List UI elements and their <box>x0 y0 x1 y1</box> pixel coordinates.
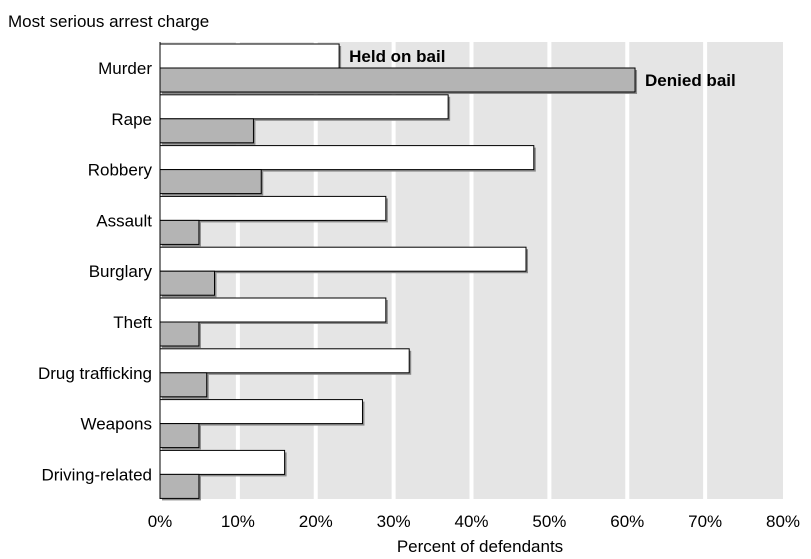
x-tick-label: 0% <box>148 512 173 531</box>
y-axis-title: Most serious arrest charge <box>8 12 209 31</box>
denied-bail-bar-5 <box>159 321 200 347</box>
x-tick-label: 70% <box>688 512 722 531</box>
held-on-bail-bar-7 <box>159 399 363 425</box>
y-axis: Murder Rape Robbery Assault Burglary Theft Dru… <box>38 42 161 499</box>
x-axis-title: Percent of defendants <box>397 537 563 556</box>
legend: Held on bail Denied bail <box>349 47 736 90</box>
x-axis: 0% 10% 20% 30% 40% 50% 60% 70% 80% <box>148 512 800 531</box>
held-on-bail-bar-5 <box>159 297 387 323</box>
category-label: Assault <box>96 211 152 230</box>
category-label: Burglary <box>89 262 153 281</box>
category-label: Driving-related <box>41 465 152 484</box>
x-tick-label: 10% <box>221 512 255 531</box>
category-label: Rape <box>111 110 152 129</box>
denied-bail-bar-6 <box>159 372 208 398</box>
x-tick-label: 30% <box>377 512 411 531</box>
legend-label-0: Held on bail <box>349 47 445 66</box>
denied-bail-bar-3 <box>159 219 200 245</box>
x-tick-label: 80% <box>766 512 800 531</box>
held-on-bail-bar-4 <box>159 246 527 272</box>
denied-bail-bar-0 <box>159 67 636 93</box>
category-label: Robbery <box>88 161 153 180</box>
denied-bail-bar-7 <box>159 423 200 449</box>
held-on-bail-bar-6 <box>159 348 410 374</box>
held-on-bail-bar-3 <box>159 195 387 221</box>
held-on-bail-bar-2 <box>159 145 535 171</box>
category-label: Theft <box>113 313 152 332</box>
legend-label-1: Denied bail <box>645 71 736 90</box>
category-label: Murder <box>98 59 152 78</box>
x-tick-label: 20% <box>299 512 333 531</box>
category-label: Drug trafficking <box>38 364 152 383</box>
category-label: Weapons <box>80 415 152 434</box>
denied-bail-bar-1 <box>159 118 254 144</box>
x-tick-label: 50% <box>532 512 566 531</box>
x-tick-label: 40% <box>454 512 488 531</box>
bars <box>159 43 638 501</box>
denied-bail-bar-4 <box>159 270 216 296</box>
held-on-bail-bar-1 <box>159 94 449 120</box>
x-tick-label: 60% <box>610 512 644 531</box>
denied-bail-bar-2 <box>159 169 262 195</box>
denied-bail-bar-8 <box>159 473 200 499</box>
held-on-bail-bar-0 <box>159 43 340 69</box>
held-on-bail-bar-8 <box>159 449 286 475</box>
